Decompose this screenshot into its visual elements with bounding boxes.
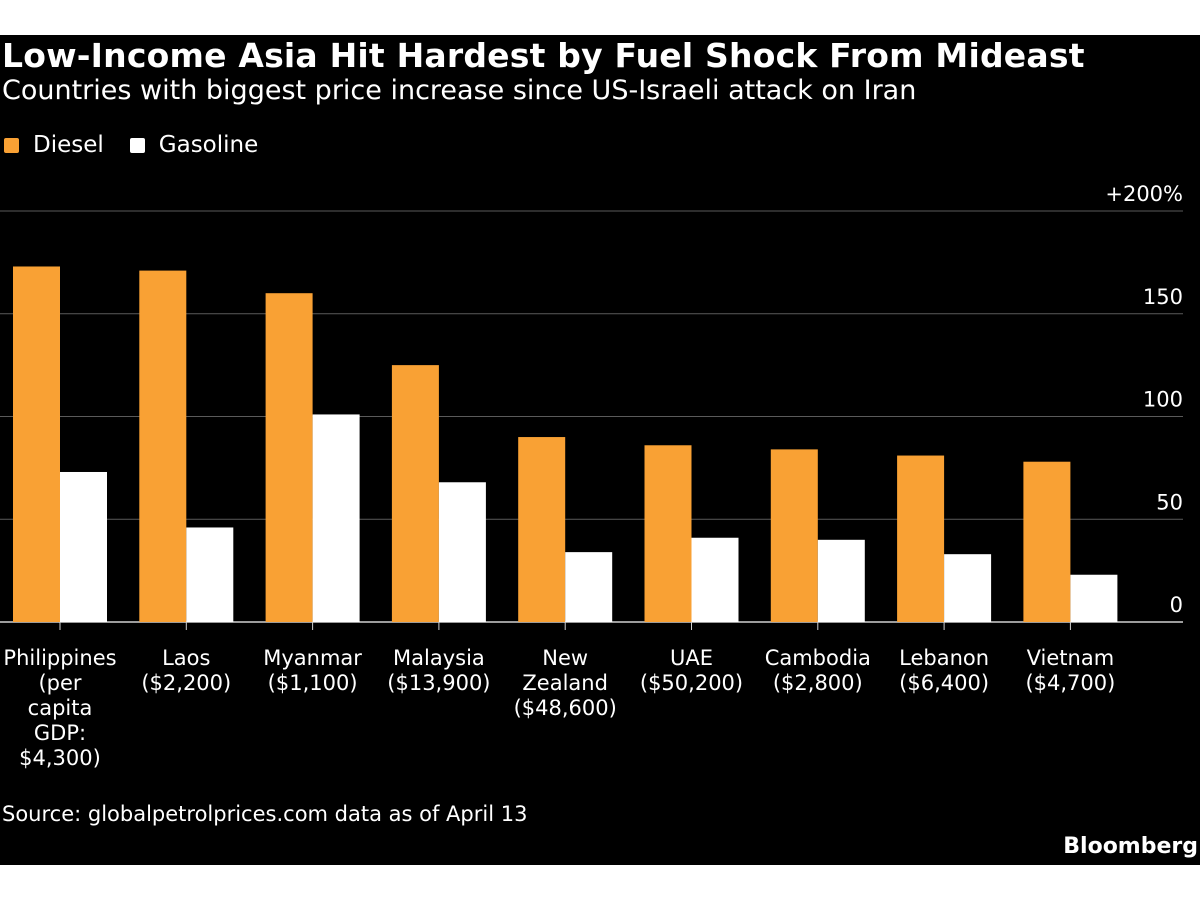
bar-gasoline-7 [944,554,992,622]
bar-diesel-5 [644,445,692,622]
bar-diesel-2 [265,293,313,622]
bar-diesel-7 [897,455,945,622]
legend: Diesel Gasoline [4,132,284,158]
source-note: Source: globalpetrolprices.com data as o… [2,802,528,826]
y-tick-label: +200% [1105,182,1183,206]
x-tick-label: Laos ($2,200) [141,646,232,695]
bar-diesel-6 [770,449,818,622]
bar-gasoline-5 [691,537,739,622]
x-tick-label: New Zealand ($48,600) [513,646,617,720]
x-tick-label: Malaysia ($13,900) [387,646,491,695]
bar-diesel-4 [518,437,566,622]
x-tick-label: Lebanon ($6,400) [899,646,990,695]
legend-label-diesel: Diesel [33,132,104,158]
bar-diesel-3 [391,365,439,622]
legend-item-diesel: Diesel [4,132,104,158]
x-tick-label: Cambodia ($2,800) [764,646,871,695]
y-tick-label: 100 [1143,388,1183,412]
bar-diesel-8 [1023,461,1071,622]
legend-swatch-diesel [4,137,19,153]
bar-gasoline-3 [438,482,486,622]
x-tick-label: Vietnam ($4,700) [1025,646,1116,695]
bar-diesel-1 [139,270,187,622]
legend-swatch-gasoline [129,137,145,153]
bar-diesel-0 [13,266,60,622]
x-tick-label: Philippines (per capita GDP: $4,300) [3,646,117,770]
bar-gasoline-2 [312,414,360,622]
bar-gasoline-1 [186,527,234,622]
chart-background [0,35,1200,865]
y-tick-label: 150 [1143,285,1183,309]
y-tick-label: 50 [1156,490,1183,514]
chart-subtitle: Countries with biggest price increase si… [2,75,917,106]
bar-gasoline-0 [60,471,107,622]
y-tick-label: 0 [1170,593,1183,617]
bar-gasoline-8 [1070,574,1118,622]
x-tick-label: Myanmar ($1,100) [263,646,362,695]
legend-item-gasoline: Gasoline [129,132,259,158]
legend-label-gasoline: Gasoline [158,132,259,158]
x-tick-label: UAE ($50,200) [639,646,744,695]
brand-logo: Bloomberg [1063,834,1198,859]
bar-gasoline-6 [817,539,865,622]
bar-gasoline-4 [565,552,613,622]
chart-title: Low-Income Asia Hit Hardest by Fuel Shoc… [2,36,1085,75]
